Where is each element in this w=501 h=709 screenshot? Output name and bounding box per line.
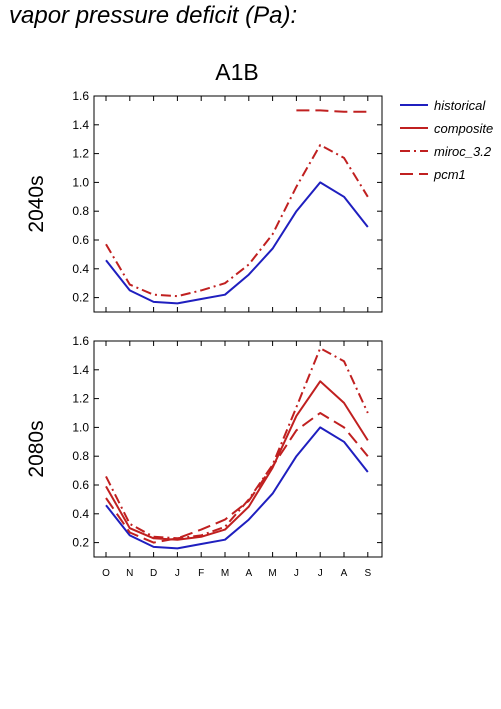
- y-tick-label: 0.6: [72, 478, 89, 492]
- x-tick-label: J: [294, 568, 299, 579]
- y-tick-label: 0.4: [72, 507, 89, 521]
- x-tick-label: D: [150, 568, 157, 579]
- x-tick-label: M: [268, 568, 276, 579]
- plot-frame: [93, 340, 383, 558]
- y-tick-label: 0.8: [72, 204, 89, 218]
- panel-2040s: 0.2 0.4 0.6 0.8 1.0 1.2 1.4 1.6 2040s: [25, 89, 383, 313]
- plot-frame: [93, 95, 383, 313]
- x-tick-label: M: [221, 568, 229, 579]
- series-line-pcm1: [296, 109, 368, 113]
- legend-label-pcm1: pcm1: [433, 167, 466, 182]
- series-line-pcm1: [105, 412, 369, 544]
- series-line-miroc_3.2: [105, 347, 369, 540]
- y-tick-label: 0.6: [72, 233, 89, 247]
- legend-label-historical: historical: [434, 98, 486, 113]
- legend-label-composite: composite: [434, 121, 493, 136]
- scenario-label: A1B: [215, 59, 258, 85]
- y-tick-label: 1.6: [72, 334, 89, 348]
- legend-label-miroc_3.2: miroc_3.2: [434, 144, 492, 159]
- page-title: vapor pressure deficit (Pa):: [9, 2, 298, 29]
- y-tick-label: 0.4: [72, 262, 89, 276]
- y-tick-label: 1.2: [72, 392, 89, 406]
- y-tick-label: 0.2: [72, 536, 89, 550]
- y-tick-label: 1.4: [72, 118, 89, 132]
- x-tick-label: N: [126, 568, 133, 579]
- legend: historical composite miroc_3.2 pcm1: [400, 98, 493, 182]
- row-label: 2080s: [25, 420, 48, 477]
- y-tick-label: 1.4: [72, 363, 89, 377]
- panel-2080s: 0.2 0.4 0.6 0.8 1.0 1.2 1.4 1.6 O N D J F M A M J J A S 2080…: [25, 334, 383, 579]
- x-tick-label: F: [198, 568, 204, 579]
- y-tick-label: 0.8: [72, 449, 89, 463]
- series-line-historical: [105, 426, 369, 550]
- y-tick-label: 1.0: [72, 175, 89, 189]
- series-line-miroc_3.2: [105, 144, 369, 298]
- y-tick-label: 1.2: [72, 147, 89, 161]
- x-tick-label: A: [245, 568, 252, 579]
- x-tick-label: S: [364, 568, 371, 579]
- y-tick-label: 0.2: [72, 291, 89, 305]
- series-line-historical: [105, 181, 369, 305]
- y-tick-label: 1.0: [72, 420, 89, 434]
- y-tick-label: 1.6: [72, 89, 89, 103]
- x-tick-label: J: [175, 568, 180, 579]
- x-tick-label: J: [318, 568, 323, 579]
- row-label: 2040s: [25, 175, 48, 232]
- x-tick-label: A: [341, 568, 348, 579]
- series-line-composite: [105, 380, 369, 541]
- x-tick-label: O: [102, 568, 110, 579]
- chart-panels: 0.20.40.60.81.01.21.41.62040s0.20.40.60.…: [25, 89, 383, 579]
